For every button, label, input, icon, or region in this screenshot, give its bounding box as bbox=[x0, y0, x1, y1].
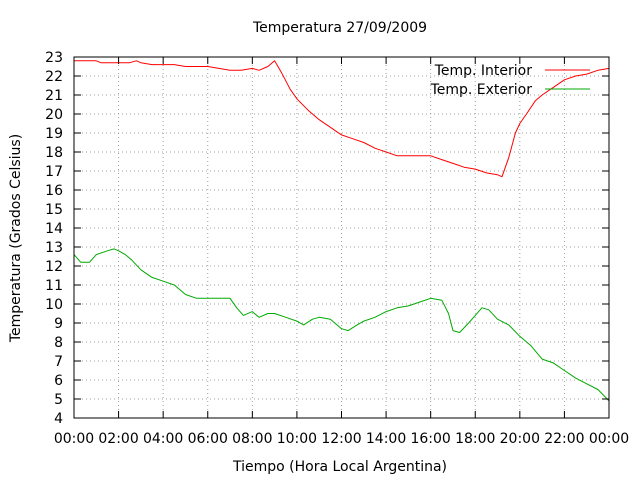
y-tick-label: 12 bbox=[45, 259, 63, 275]
y-tick-label: 10 bbox=[45, 297, 63, 313]
x-tick-label: 14:00 bbox=[366, 431, 406, 447]
y-tick-label: 18 bbox=[45, 145, 63, 161]
y-tick-label: 4 bbox=[54, 411, 63, 427]
legend-label: Temp. Interior bbox=[434, 63, 533, 79]
y-tick-label: 17 bbox=[45, 164, 63, 180]
legend: Temp. Interior Temp. Exterior bbox=[430, 63, 590, 98]
x-tick-label: 18:00 bbox=[455, 431, 495, 447]
x-tick-label: 12:00 bbox=[321, 431, 361, 447]
y-axis-label: Temperatura (Grados Celsius) bbox=[8, 134, 24, 343]
y-tick-label: 16 bbox=[45, 183, 63, 199]
y-tick-label: 23 bbox=[45, 50, 63, 66]
x-tick-label: 10:00 bbox=[277, 431, 317, 447]
series-line-interior bbox=[74, 60, 610, 178]
x-tick-label: 22:00 bbox=[544, 431, 584, 447]
y-tick-label: 8 bbox=[54, 335, 63, 351]
y-tick-label: 20 bbox=[45, 107, 63, 123]
y-tick-label: 6 bbox=[54, 373, 63, 389]
x-tick-label: 16:00 bbox=[410, 431, 450, 447]
x-tick-label: 00:00 bbox=[589, 431, 629, 447]
x-tick-label: 02:00 bbox=[98, 431, 138, 447]
x-tick-label: 06:00 bbox=[188, 431, 228, 447]
chart-title: Temperatura 27/09/2009 bbox=[252, 20, 427, 36]
y-tick-label: 14 bbox=[45, 221, 63, 237]
y-tick-label: 11 bbox=[45, 278, 63, 294]
x-axis-label: Tiempo (Hora Local Argentina) bbox=[232, 459, 447, 475]
series-layer bbox=[73, 60, 610, 402]
x-tick-label: 04:00 bbox=[143, 431, 183, 447]
x-tick-label: 00:00 bbox=[54, 431, 94, 447]
y-tick-label: 22 bbox=[45, 69, 63, 85]
y-tick-label: 21 bbox=[45, 88, 63, 104]
y-tick-label: 15 bbox=[45, 202, 63, 218]
y-tick-label: 19 bbox=[45, 126, 63, 142]
y-tick-label: 7 bbox=[54, 354, 63, 370]
series-line-exterior bbox=[73, 248, 610, 402]
y-tick-label: 9 bbox=[54, 316, 63, 332]
x-tick-label: 20:00 bbox=[500, 431, 540, 447]
y-tick-label: 5 bbox=[54, 392, 63, 408]
legend-label: Temp. Exterior bbox=[430, 82, 533, 98]
grid-lines bbox=[74, 57, 609, 418]
x-tick-label: 08:00 bbox=[232, 431, 272, 447]
y-tick-label: 13 bbox=[45, 240, 63, 256]
